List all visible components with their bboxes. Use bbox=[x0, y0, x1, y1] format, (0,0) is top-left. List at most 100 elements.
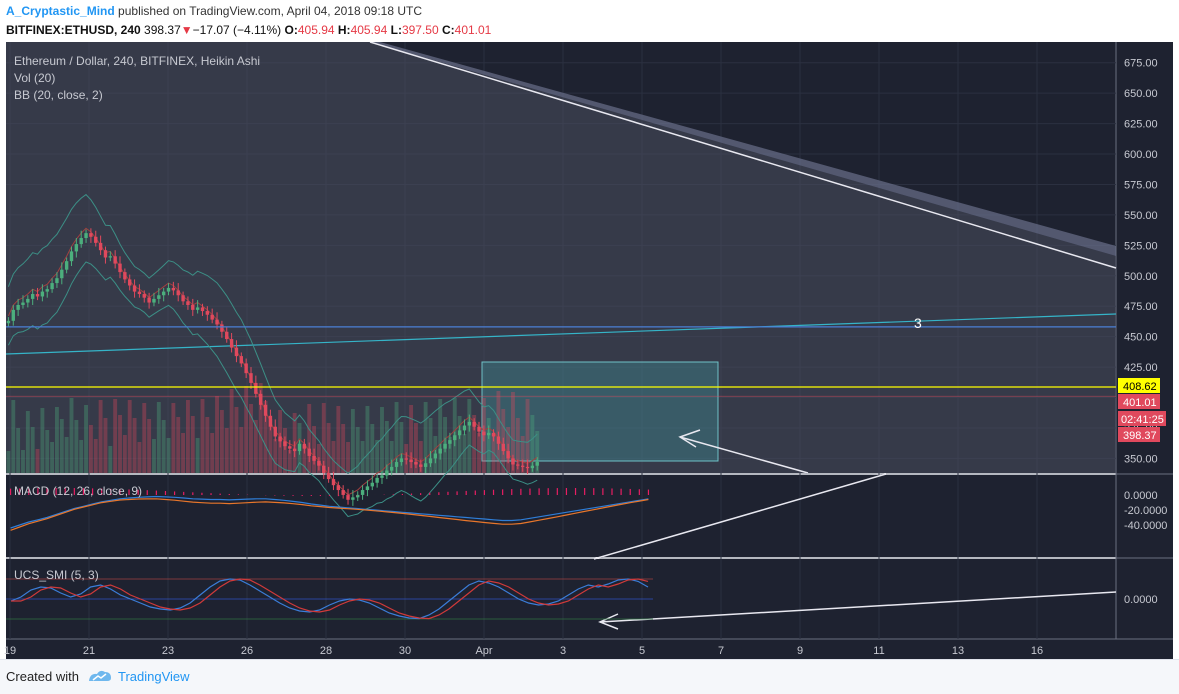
price-tick-label: 425.00 bbox=[1124, 362, 1158, 374]
candle-body bbox=[74, 244, 79, 252]
smi-signal-line bbox=[11, 578, 649, 620]
volume-bar bbox=[394, 402, 399, 473]
candle-body bbox=[438, 448, 442, 454]
candle-body bbox=[234, 347, 239, 357]
volume-bar bbox=[224, 428, 229, 473]
volume-bar bbox=[418, 441, 423, 473]
volume-bar bbox=[263, 401, 268, 473]
drawing-overlays bbox=[5, 42, 1117, 630]
volume-bar bbox=[287, 450, 292, 473]
volume-bar bbox=[355, 427, 360, 473]
volume-bar bbox=[472, 415, 477, 473]
volume-bar bbox=[428, 418, 433, 473]
price-axis[interactable] bbox=[1116, 42, 1173, 659]
time-tick-label: 26 bbox=[241, 645, 253, 657]
candle-body bbox=[525, 466, 530, 469]
candle-body bbox=[307, 448, 311, 456]
smi-line bbox=[10, 578, 649, 620]
candle-body bbox=[428, 458, 433, 464]
candle-body bbox=[535, 462, 539, 466]
volume-bar bbox=[137, 442, 142, 473]
last-price-tag bbox=[1118, 427, 1160, 442]
candle-body bbox=[467, 421, 472, 426]
candle-body bbox=[292, 448, 297, 452]
volume-bar bbox=[200, 399, 205, 473]
candle-body bbox=[254, 382, 258, 394]
candle-body bbox=[191, 304, 195, 310]
yellow-level-tag bbox=[1118, 378, 1160, 393]
volume-bar bbox=[142, 403, 147, 473]
volume-legend: Vol (20) bbox=[14, 71, 55, 85]
candle-body bbox=[171, 287, 176, 291]
candle-body bbox=[530, 465, 535, 469]
candle-body bbox=[365, 486, 370, 491]
candle-body bbox=[113, 256, 117, 264]
volume-bar bbox=[302, 445, 307, 473]
candle-body bbox=[21, 302, 25, 305]
candle-body bbox=[443, 443, 447, 449]
wave-label: 3 bbox=[914, 315, 922, 331]
time-tick-label: 19 bbox=[4, 645, 16, 657]
candle-body bbox=[326, 473, 331, 480]
author-link[interactable]: A_Cryptastic_Mind bbox=[6, 4, 115, 18]
horizontal-lines bbox=[6, 326, 1116, 397]
candle-body bbox=[482, 431, 486, 436]
candle-body bbox=[385, 470, 389, 476]
candle-body bbox=[98, 242, 103, 251]
wedge-band bbox=[370, 42, 1116, 256]
candle-body bbox=[229, 339, 234, 348]
volume-bar bbox=[185, 400, 190, 473]
volume-bar bbox=[171, 403, 176, 473]
macd-line bbox=[10, 495, 649, 529]
volume-bar bbox=[108, 446, 113, 473]
candle-body bbox=[55, 278, 59, 284]
candle-body bbox=[205, 311, 210, 315]
volume-bar bbox=[147, 419, 152, 473]
candle-body bbox=[317, 460, 321, 466]
volume-bar bbox=[360, 441, 365, 473]
candle-body bbox=[225, 331, 229, 340]
candle-body bbox=[356, 494, 360, 498]
candle-body bbox=[341, 490, 345, 495]
volume-bar bbox=[113, 399, 118, 473]
candle-body bbox=[60, 269, 64, 279]
volume-bar bbox=[258, 383, 263, 473]
price-tick-label: 625.00 bbox=[1124, 119, 1158, 131]
tradingview-link[interactable]: TradingView bbox=[118, 669, 190, 684]
candle-body bbox=[200, 307, 205, 312]
volume-bar bbox=[520, 436, 525, 473]
volume-bar bbox=[477, 433, 481, 473]
volume-bar bbox=[283, 428, 287, 473]
publish-header: A_Cryptastic_Mind published on TradingVi… bbox=[0, 0, 1179, 42]
volume-bar bbox=[210, 433, 215, 473]
volume-bar bbox=[399, 422, 404, 473]
candle-body bbox=[210, 314, 214, 320]
candle-body bbox=[477, 426, 481, 432]
price-tick-label: 675.00 bbox=[1124, 58, 1158, 70]
price-tick-label: 600.00 bbox=[1124, 149, 1158, 161]
price-tick-label: 525.00 bbox=[1124, 240, 1158, 252]
tradingview-logo-icon[interactable] bbox=[87, 668, 113, 684]
bb-lower-line bbox=[7, 261, 538, 518]
volume-bar bbox=[346, 442, 350, 473]
candle-body bbox=[64, 261, 69, 270]
time-axis[interactable] bbox=[6, 639, 1116, 659]
price-tick-label: 350.00 bbox=[1124, 453, 1158, 465]
volume-bar bbox=[326, 423, 331, 473]
volume-bar bbox=[205, 417, 210, 473]
volume-bar bbox=[103, 418, 108, 473]
candle-body bbox=[6, 320, 11, 324]
chart-canvas[interactable]: 19 21 23 26 28 30 Apr 3 5 7 9 11 13 16 675.00 650.00 625… bbox=[0, 42, 1179, 659]
candle-body bbox=[394, 462, 399, 467]
volume-bar bbox=[447, 437, 452, 473]
last-price: 398.37 bbox=[144, 23, 181, 37]
candle-body bbox=[336, 485, 341, 491]
publish-line: A_Cryptastic_Mind published on TradingVi… bbox=[6, 4, 422, 18]
last-price-value: 398.37 bbox=[1123, 430, 1157, 442]
rising-trendline bbox=[5, 313, 1117, 355]
candle-body bbox=[448, 440, 452, 444]
close-label: C: bbox=[441, 23, 455, 37]
volume-bar bbox=[219, 410, 224, 473]
arrow-head-3 bbox=[598, 613, 619, 630]
time-tick-label: 21 bbox=[83, 645, 95, 657]
